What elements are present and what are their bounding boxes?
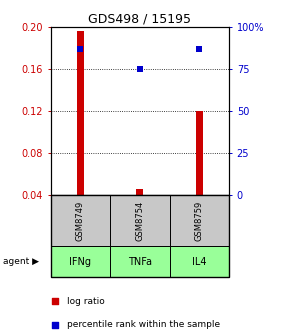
Text: percentile rank within the sample: percentile rank within the sample <box>67 320 220 329</box>
Text: GSM8749: GSM8749 <box>76 200 85 241</box>
Bar <box>51 195 110 246</box>
Text: IL4: IL4 <box>192 257 206 266</box>
Point <box>53 322 58 328</box>
Bar <box>110 195 170 246</box>
Bar <box>77 31 84 195</box>
Bar <box>196 111 203 195</box>
Point <box>197 46 202 51</box>
Point <box>138 66 142 72</box>
Bar <box>170 195 229 246</box>
Bar <box>110 246 170 277</box>
Bar <box>136 188 144 195</box>
Bar <box>51 246 110 277</box>
Text: agent ▶: agent ▶ <box>3 257 39 266</box>
Text: log ratio: log ratio <box>67 297 105 306</box>
Point <box>78 46 83 51</box>
Text: IFNg: IFNg <box>70 257 91 266</box>
Title: GDS498 / 15195: GDS498 / 15195 <box>88 13 191 26</box>
Text: GSM8759: GSM8759 <box>195 200 204 241</box>
Text: GSM8754: GSM8754 <box>135 200 144 241</box>
Bar <box>170 246 229 277</box>
Text: TNFa: TNFa <box>128 257 152 266</box>
Point <box>53 298 58 304</box>
